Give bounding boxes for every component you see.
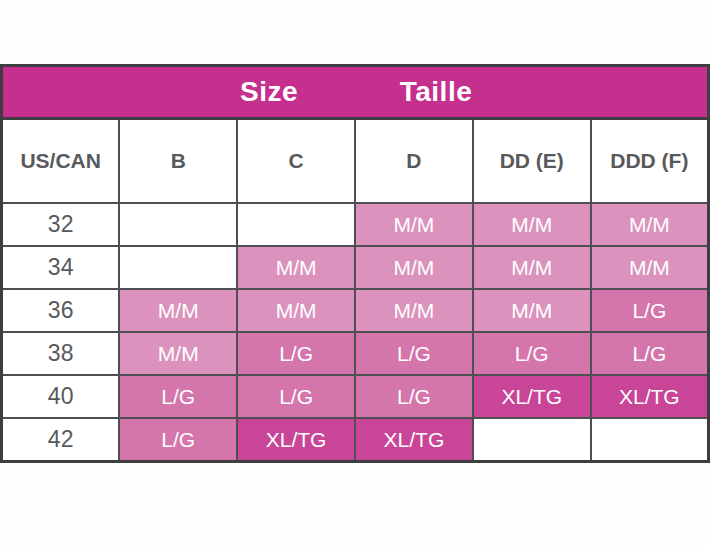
empty-cell — [237, 203, 355, 246]
column-header-row: US/CANBCDDD (E)DDD (F) — [2, 119, 709, 204]
column-header-cup: B — [119, 119, 237, 204]
size-value-cell: M/M — [119, 332, 237, 375]
band-size-label: 36 — [2, 289, 120, 332]
size-value-cell: XL/TG — [473, 375, 591, 418]
size-value-cell: M/M — [473, 203, 591, 246]
size-value-cell: M/M — [355, 289, 473, 332]
size-value-cell: L/G — [355, 332, 473, 375]
band-size-label: 42 — [2, 418, 120, 462]
table-row: 32M/MM/MM/M — [2, 203, 709, 246]
size-value-cell: XL/TG — [237, 418, 355, 462]
size-chart-page: Size Taille US/CANBCDDD (E)DDD (F) 32 M/M… — [0, 0, 710, 545]
column-header-cup: DDD (F) — [591, 119, 709, 204]
size-value-cell: L/G — [591, 332, 709, 375]
table-row: 36M/MM/MM/MM/ML/G — [2, 289, 709, 332]
column-header-cup: DD (E) — [473, 119, 591, 204]
title-band-row: Size Taille — [2, 66, 709, 119]
size-value-cell: M/M — [119, 289, 237, 332]
empty-cell — [119, 203, 237, 246]
size-chart-body: 32M/MM/MM/M34M/MM/MM/MM/M36M/MM/MM/MM/ML… — [2, 203, 709, 462]
size-value-cell: L/G — [237, 375, 355, 418]
size-value-cell: L/G — [119, 418, 237, 462]
size-value-cell: M/M — [355, 203, 473, 246]
size-value-cell: XL/TG — [591, 375, 709, 418]
size-value-cell: M/M — [591, 246, 709, 289]
size-value-cell: L/G — [591, 289, 709, 332]
empty-cell — [473, 418, 591, 462]
empty-cell — [119, 246, 237, 289]
title-band: Size Taille — [2, 66, 709, 119]
size-value-cell: M/M — [237, 289, 355, 332]
size-value-cell: L/G — [237, 332, 355, 375]
size-value-cell: L/G — [473, 332, 591, 375]
column-header-cup: D — [355, 119, 473, 204]
table-row: 34M/MM/MM/MM/M — [2, 246, 709, 289]
size-title: Size — [240, 76, 298, 108]
table-row: 40L/GL/GL/GXL/TGXL/TG — [2, 375, 709, 418]
table-row: 42L/GXL/TGXL/TG — [2, 418, 709, 462]
taille-title: Taille — [400, 76, 473, 108]
size-value-cell: M/M — [355, 246, 473, 289]
size-value-cell: M/M — [237, 246, 355, 289]
table-row: 38M/ML/GL/GL/GL/G — [2, 332, 709, 375]
column-header-us-can: US/CAN — [2, 119, 120, 204]
size-value-cell: M/M — [473, 289, 591, 332]
empty-cell — [591, 418, 709, 462]
size-value-cell: XL/TG — [355, 418, 473, 462]
column-header-cup: C — [237, 119, 355, 204]
band-size-label: 38 — [2, 332, 120, 375]
size-value-cell: L/G — [119, 375, 237, 418]
band-size-label: 40 — [2, 375, 120, 418]
size-value-cell: M/M — [591, 203, 709, 246]
size-value-cell: L/G — [355, 375, 473, 418]
size-value-cell: M/M — [473, 246, 591, 289]
size-chart-table: Size Taille US/CANBCDDD (E)DDD (F) 32 M/M… — [0, 64, 710, 463]
size-chart-head: Size Taille US/CANBCDDD (E)DDD (F) — [2, 66, 709, 204]
band-size-label: 34 — [2, 246, 120, 289]
band-size-label: 32 — [2, 203, 120, 246]
